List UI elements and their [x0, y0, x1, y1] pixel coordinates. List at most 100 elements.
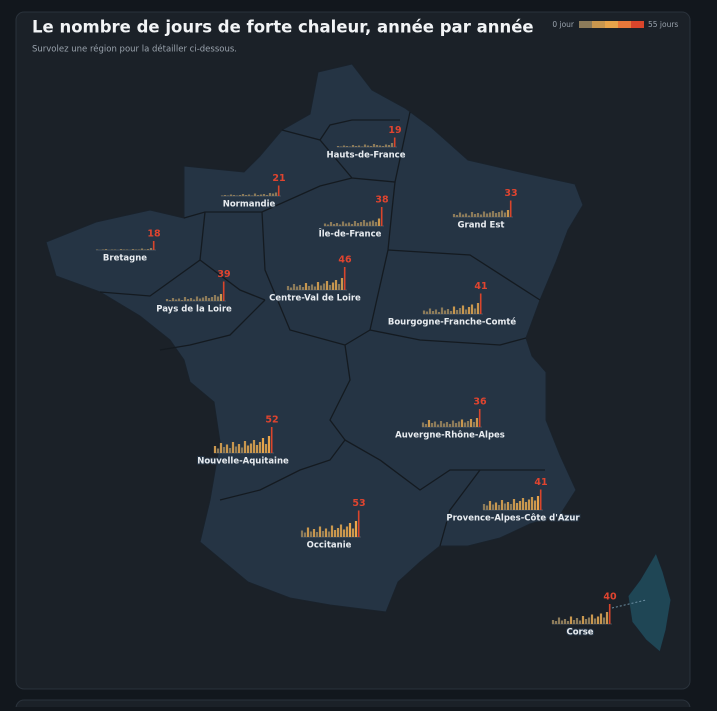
bar: [509, 200, 512, 217]
bar: [452, 214, 456, 217]
bar: [442, 423, 446, 427]
bar: [448, 424, 452, 427]
bar: [387, 145, 391, 147]
bar: [518, 501, 522, 510]
bar: [321, 531, 325, 537]
bar: [353, 221, 357, 226]
bar: [506, 502, 510, 510]
bar: [455, 215, 459, 217]
bar: [229, 194, 233, 196]
region-border: [387, 249, 541, 301]
bar: [560, 620, 564, 624]
bar: [309, 531, 313, 537]
bar: [234, 446, 238, 453]
region[interactable]: 33 Grand Est: [452, 188, 518, 232]
bar: [259, 194, 263, 196]
bar: [330, 525, 334, 537]
bar: [351, 528, 355, 537]
bar: [137, 249, 141, 250]
bar: [362, 220, 366, 226]
region-peak-label: 52: [265, 415, 278, 426]
region[interactable]: 19 Hauts-de-France: [326, 125, 407, 162]
region-name: Normandie: [223, 200, 276, 210]
region[interactable]: 38 Île-de-France: [318, 195, 389, 241]
bar: [491, 504, 495, 510]
bar: [345, 526, 349, 537]
bar: [500, 500, 504, 510]
region[interactable]: 41 Provence-Alpes-Côte d'Azur: [445, 477, 581, 525]
bar: [334, 280, 338, 290]
region[interactable]: 52 Nouvelle-Aquitaine: [196, 415, 290, 468]
bar: [348, 523, 352, 537]
bar: [384, 144, 388, 147]
bar: [306, 527, 310, 537]
bar: [393, 137, 396, 147]
bar: [369, 146, 373, 147]
bar: [216, 448, 220, 453]
legend-max: 55 jours: [648, 20, 678, 29]
region[interactable]: 40 Corse: [551, 592, 617, 639]
bar: [335, 223, 339, 226]
bar: [491, 211, 495, 217]
region-border: [199, 259, 266, 301]
region[interactable]: 41 Bourgogne-Franche-Comté: [387, 281, 518, 329]
bar: [569, 616, 573, 624]
bar: [300, 530, 304, 537]
bar: [332, 224, 336, 226]
bar: [470, 304, 474, 314]
bar: [241, 194, 245, 196]
bar: [350, 224, 354, 226]
bar: [277, 185, 280, 196]
bar: [339, 524, 343, 537]
bar: [256, 195, 260, 196]
bar: [440, 307, 444, 314]
region-peak-label: 41: [534, 477, 547, 488]
bar: [264, 444, 268, 453]
bar: [323, 223, 327, 226]
bar: [324, 528, 328, 537]
region[interactable]: 18 Bretagne: [95, 229, 161, 265]
bar: [422, 310, 426, 314]
bar: [461, 214, 465, 217]
bar: [210, 297, 214, 301]
region-border: [369, 329, 527, 346]
bar: [222, 281, 225, 301]
region[interactable]: 39 Pays de la Loire: [155, 269, 233, 316]
region-peak-label: 38: [375, 195, 389, 206]
bar: [551, 620, 555, 624]
region[interactable]: 53 Occitanie: [300, 498, 366, 552]
bar: [357, 510, 360, 537]
bar: [458, 308, 462, 314]
region[interactable]: 46 Centre-Val de Loire: [268, 255, 362, 305]
bar: [253, 193, 257, 196]
bar: [590, 614, 594, 624]
bar: [566, 621, 570, 624]
bar: [243, 441, 247, 453]
bar: [494, 213, 498, 217]
bar: [457, 421, 461, 427]
region-peak-label: 41: [474, 281, 487, 292]
next-card: [15, 699, 691, 711]
region-name: Bretagne: [103, 254, 147, 264]
bar: [539, 489, 542, 510]
legend-swatch: [631, 21, 644, 28]
region[interactable]: 21 Normandie: [220, 173, 286, 211]
bar: [338, 224, 342, 226]
bar: [509, 504, 513, 510]
bar: [177, 298, 181, 301]
bar: [201, 297, 205, 301]
bar: [219, 443, 223, 453]
bar: [310, 284, 314, 290]
bar: [298, 285, 302, 290]
region[interactable]: 36 Auvergne-Rhône-Alpes: [394, 397, 506, 442]
bar: [500, 210, 504, 217]
region-name: Nouvelle-Aquitaine: [197, 457, 289, 467]
bar: [536, 496, 540, 510]
bar: [434, 309, 438, 314]
bar: [125, 249, 129, 250]
region-border: [99, 211, 206, 297]
bar: [354, 521, 358, 537]
bar: [366, 145, 370, 147]
bar: [524, 502, 528, 510]
bar: [530, 497, 534, 510]
